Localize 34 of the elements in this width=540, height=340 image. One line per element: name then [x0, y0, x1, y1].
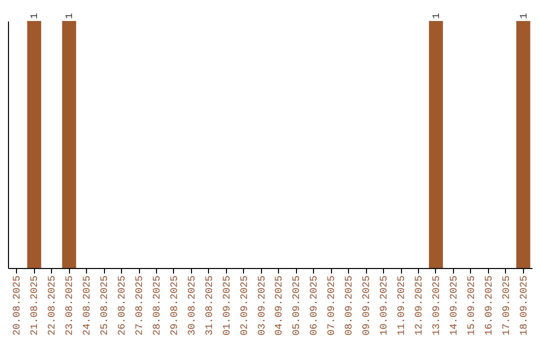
x-tick-label: 09.09.2025 — [362, 276, 374, 336]
x-tick-label: 31.08.2025 — [204, 276, 216, 336]
x-tick-label: 18.09.2025 — [519, 276, 530, 336]
x-tick-label: 21.08.2025 — [30, 276, 42, 336]
x-tick-label: 03.09.2025 — [257, 276, 268, 336]
x-tick-label: 24.08.2025 — [82, 276, 94, 336]
x-tick-label: 30.08.2025 — [187, 276, 198, 336]
x-tick-label: 13.09.2025 — [432, 276, 443, 336]
x-tick-label: 17.09.2025 — [502, 276, 513, 336]
x-tick-label: 04.09.2025 — [274, 276, 286, 336]
x-tick-label: 28.08.2025 — [152, 276, 164, 336]
x-tick-label: 22.08.2025 — [48, 276, 59, 336]
data-label: 1 — [30, 12, 42, 19]
x-tick-label: 15.09.2025 — [466, 276, 478, 336]
x-tick-label: 05.09.2025 — [292, 276, 304, 336]
x-tick-label: 06.09.2025 — [310, 276, 321, 336]
x-tick-label: 01.09.2025 — [222, 276, 234, 336]
x-tick-label: 29.08.2025 — [170, 276, 181, 336]
data-label: 1 — [432, 12, 443, 19]
x-tick-label: 26.08.2025 — [118, 276, 129, 336]
data-label: 1 — [519, 12, 530, 19]
x-tick-label: 08.09.2025 — [344, 276, 356, 336]
x-tick-label: 16.09.2025 — [484, 276, 496, 336]
x-tick-label: 12.09.2025 — [414, 276, 426, 336]
x-tick-label: 25.08.2025 — [100, 276, 112, 336]
x-tick-label: 20.08.2025 — [12, 276, 24, 336]
x-tick-label: 02.09.2025 — [240, 276, 251, 336]
x-tick-label: 27.08.2025 — [135, 276, 146, 336]
x-tick-label: 10.09.2025 — [380, 276, 391, 336]
x-tick-label: 11.09.2025 — [397, 276, 408, 336]
x-tick-label: 07.09.2025 — [327, 276, 338, 336]
data-label: 1 — [65, 12, 76, 19]
x-tick-label: 14.09.2025 — [449, 276, 460, 336]
x-tick-label: 23.08.2025 — [65, 276, 76, 336]
